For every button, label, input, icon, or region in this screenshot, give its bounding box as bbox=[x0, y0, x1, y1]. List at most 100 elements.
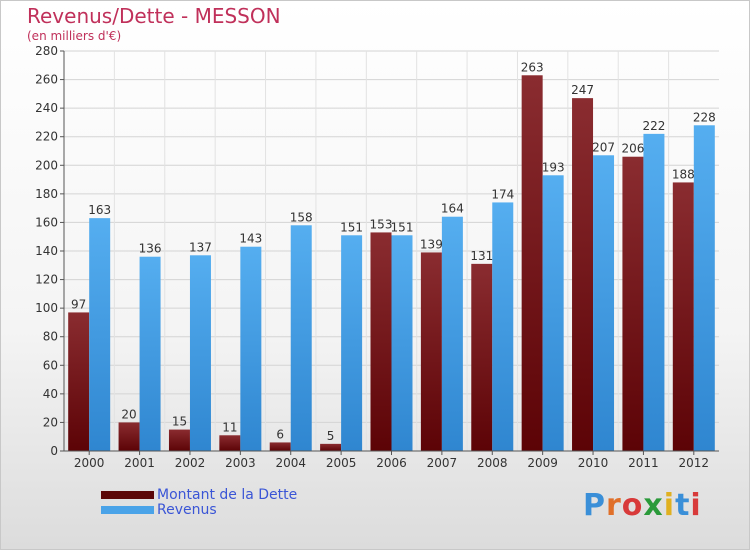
data-label-revenus: 164 bbox=[441, 202, 464, 216]
bar-dette bbox=[370, 232, 392, 451]
data-label-revenus: 136 bbox=[139, 242, 162, 256]
bar-dette bbox=[622, 156, 644, 451]
bar-dette bbox=[68, 312, 90, 451]
x-tick-label: 2006 bbox=[376, 456, 407, 470]
x-tick-label: 2010 bbox=[578, 456, 609, 470]
data-label-revenus: 222 bbox=[642, 119, 665, 133]
y-tick-label: 80 bbox=[43, 330, 58, 344]
legend-label-debt: Montant de la Dette bbox=[157, 486, 298, 503]
data-label-dette: 5 bbox=[327, 429, 335, 443]
data-label-revenus: 151 bbox=[340, 220, 363, 234]
bar-dette bbox=[420, 252, 442, 451]
y-tick-label: 20 bbox=[43, 415, 58, 429]
y-tick-label: 260 bbox=[35, 73, 58, 87]
data-label-revenus: 151 bbox=[391, 220, 414, 234]
data-label-dette: 97 bbox=[71, 297, 86, 311]
logo-letter: o bbox=[621, 488, 644, 523]
x-tick-label: 2003 bbox=[225, 456, 256, 470]
logo-letter: t bbox=[675, 488, 691, 523]
data-label-revenus: 137 bbox=[189, 240, 212, 254]
y-tick-label: 40 bbox=[43, 387, 58, 401]
x-tick-label: 2005 bbox=[326, 456, 357, 470]
data-label-revenus: 163 bbox=[88, 203, 111, 217]
data-label-revenus: 158 bbox=[290, 210, 313, 224]
data-label-revenus: 143 bbox=[239, 232, 262, 246]
y-tick-label: 280 bbox=[35, 44, 58, 58]
x-tick-label: 2008 bbox=[477, 456, 508, 470]
x-tick-label: 2004 bbox=[275, 456, 306, 470]
legend-swatch-debt bbox=[101, 490, 154, 499]
bar-dette bbox=[471, 263, 493, 451]
x-tick-label: 2000 bbox=[74, 456, 105, 470]
data-label-dette: 139 bbox=[420, 237, 443, 251]
bar-revenus bbox=[290, 225, 312, 451]
logo-letter: r bbox=[606, 488, 622, 523]
bar-revenus bbox=[341, 235, 363, 451]
y-tick-label: 180 bbox=[35, 187, 58, 201]
bar-dette bbox=[672, 182, 694, 451]
bar-dette bbox=[269, 442, 291, 451]
bar-revenus bbox=[693, 125, 715, 452]
data-label-dette: 11 bbox=[222, 420, 237, 434]
bar-dette bbox=[168, 429, 190, 451]
y-tick-label: 100 bbox=[35, 301, 58, 315]
data-label-dette: 6 bbox=[276, 427, 284, 441]
data-label-revenus: 207 bbox=[592, 140, 615, 154]
legend: Montant de la Dette Revenus bbox=[101, 486, 298, 518]
bar-revenus bbox=[593, 155, 615, 452]
data-label-dette: 20 bbox=[121, 407, 136, 421]
data-label-dette: 206 bbox=[621, 142, 644, 156]
bar-dette bbox=[219, 435, 241, 451]
logo-letter: x bbox=[643, 488, 664, 523]
axes: 0204060801001201401601802002202402602802… bbox=[35, 44, 719, 470]
proxiti-logo: Proxiti bbox=[583, 488, 702, 523]
bar-dette bbox=[521, 75, 543, 452]
x-tick-label: 2001 bbox=[124, 456, 155, 470]
y-tick-label: 240 bbox=[35, 101, 58, 115]
y-tick-label: 160 bbox=[35, 215, 58, 229]
x-tick-label: 2012 bbox=[679, 456, 710, 470]
bar-revenus bbox=[643, 133, 665, 451]
y-tick-label: 140 bbox=[35, 244, 58, 258]
y-tick-label: 60 bbox=[43, 358, 58, 372]
bar-dette bbox=[572, 98, 594, 452]
legend-swatch-revenus bbox=[101, 505, 154, 514]
bar-revenus bbox=[542, 175, 564, 452]
bar-revenus bbox=[189, 255, 211, 451]
bar-revenus bbox=[139, 256, 161, 451]
bar-revenus bbox=[240, 246, 262, 451]
data-label-dette: 131 bbox=[470, 249, 493, 263]
legend-label-revenus: Revenus bbox=[157, 501, 217, 518]
logo-letter: i bbox=[663, 488, 676, 523]
y-tick-label: 220 bbox=[35, 130, 58, 144]
data-label-dette: 263 bbox=[521, 60, 544, 74]
y-tick-label: 0 bbox=[50, 444, 58, 458]
bar-revenus bbox=[89, 218, 111, 451]
bar-dette bbox=[118, 422, 140, 451]
logo-letter: i bbox=[690, 488, 702, 523]
bar-revenus bbox=[441, 216, 463, 451]
data-label-dette: 153 bbox=[370, 217, 393, 231]
data-label-revenus: 174 bbox=[491, 187, 514, 201]
x-tick-label: 2011 bbox=[628, 456, 659, 470]
x-tick-label: 2002 bbox=[175, 456, 206, 470]
x-tick-label: 2007 bbox=[427, 456, 458, 470]
legend-item-revenus: Revenus bbox=[101, 501, 297, 518]
data-label-dette: 15 bbox=[172, 415, 187, 429]
bar-revenus bbox=[492, 202, 514, 451]
data-label-revenus: 228 bbox=[693, 110, 716, 124]
y-tick-label: 120 bbox=[35, 273, 58, 287]
chart-title: Revenus/Dette - MESSON bbox=[27, 4, 281, 28]
data-label-dette: 247 bbox=[571, 83, 594, 97]
y-tick-label: 200 bbox=[35, 158, 58, 172]
gridlines bbox=[64, 50, 719, 452]
data-label-dette: 188 bbox=[672, 167, 695, 181]
bar-revenus bbox=[391, 235, 413, 451]
data-label-revenus: 193 bbox=[542, 160, 565, 174]
x-tick-label: 2009 bbox=[527, 456, 558, 470]
bars bbox=[68, 75, 715, 452]
chart-subtitle: (en milliers d'€) bbox=[27, 29, 122, 43]
